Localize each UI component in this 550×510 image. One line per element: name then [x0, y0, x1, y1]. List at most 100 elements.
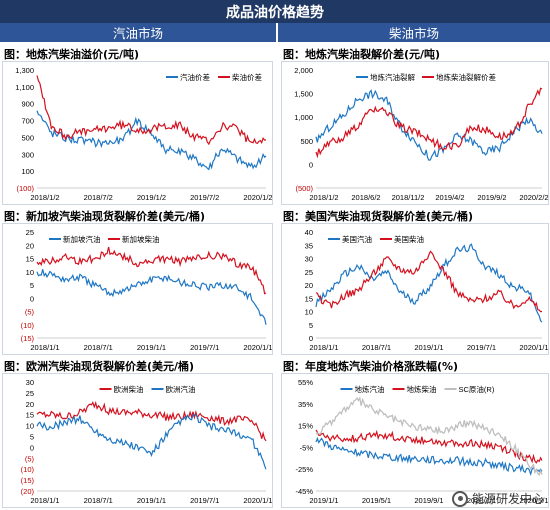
y-tick-label: 5: [30, 281, 34, 290]
chart-title: 图：年度地炼汽柴油价格涨跌幅(%): [283, 360, 459, 373]
x-tick-label: 2019/9/1: [414, 496, 443, 505]
y-tick-label: (15): [21, 476, 35, 485]
series-line-0: [36, 400, 267, 442]
y-tick-label: -25%: [295, 465, 313, 474]
y-tick-label: 5: [309, 321, 313, 330]
y-tick-label: 25: [26, 389, 34, 398]
series-line-1: [36, 246, 267, 295]
legend-label: 新加坡汽油: [63, 234, 101, 244]
y-tick-label: -45%: [295, 487, 313, 496]
legend-label: SC原油(R): [459, 384, 495, 394]
legend-label: 欧洲柴油: [114, 384, 144, 394]
legend-label: 汽油价差: [180, 72, 210, 82]
x-tick-label: 2020/1/1: [243, 496, 272, 505]
x-tick-label: 2018/1/1: [30, 496, 59, 505]
y-tick-label: 0: [309, 160, 313, 169]
chart-title: 图：新加坡汽柴油现货裂解价差(美元/桶): [4, 210, 206, 223]
y-tick-label: 500: [300, 137, 313, 146]
y-tick-label: 500: [21, 133, 34, 142]
x-tick-label: 2018/1/2: [30, 193, 59, 202]
y-tick-label: 30: [305, 255, 313, 264]
series-line-0: [315, 436, 543, 477]
legend-label: 柴油价差: [232, 72, 262, 82]
legend-label: 新加坡柴油: [122, 234, 160, 244]
x-tick-label: 2018/7/2: [84, 193, 113, 202]
x-tick-label: 2020/1/1: [243, 343, 272, 352]
y-tick-label: 10: [26, 422, 34, 431]
x-tick-label: 2019/1/1: [414, 343, 443, 352]
panel-europe-crack: 图：欧洲汽柴油现货裂解价差(美元/桶) 30 25 20 15 10 5 0 (5) (10) (…: [2, 358, 273, 508]
series-line-2: [315, 396, 543, 477]
series-line-1: [315, 87, 543, 159]
x-tick-label: 2019/7/1: [190, 343, 219, 352]
y-tick-label: (5): [25, 308, 35, 317]
y-tick-label: 40: [305, 228, 313, 237]
y-tick-label: (10): [21, 465, 35, 474]
x-tick-label: 2020/2/2: [519, 193, 548, 202]
y-tick-label: (15): [21, 334, 35, 343]
y-tick-label: 35: [305, 241, 313, 250]
chart-title: 图：欧洲汽柴油现货裂解价差(美元/桶): [4, 360, 195, 373]
y-tick-label: 2,000: [294, 66, 313, 75]
refinery-crack-chart: 2,000 1,500 1,000 500 0 (500)2018/1/2 2018/6/2…: [281, 61, 549, 205]
y-tick-label: 0: [30, 443, 34, 452]
series-line-1: [315, 429, 543, 464]
legend-label: 地炼柴油裂解价差: [436, 72, 496, 82]
y-tick-label: 20: [305, 281, 313, 290]
diesel-market-header: 柴油市场: [278, 23, 550, 42]
watermark: 能源研发中心: [451, 490, 544, 507]
y-tick-label: 35%: [298, 400, 313, 409]
y-tick-label: 1,500: [294, 90, 313, 99]
legend-label: 地炼柴油: [407, 384, 437, 394]
y-tick-label: (500): [295, 184, 313, 193]
y-tick-label: 5: [30, 433, 34, 442]
y-tick-label: 25: [305, 268, 313, 277]
y-tick-label: 1,000: [294, 113, 313, 122]
series-line-0: [315, 243, 543, 323]
legend-label: 地炼汽油裂解: [370, 72, 415, 82]
chart-title: 图：美国汽柴油现货裂解价差(美元/桶): [283, 210, 474, 223]
series-line-1: [315, 250, 543, 313]
chart-title: 图：地炼汽柴油裂解价差(元/吨): [283, 48, 441, 61]
y-tick-label: 100: [21, 167, 34, 176]
y-tick-label: 1,100: [15, 83, 34, 92]
y-tick-label: -5%: [300, 443, 314, 452]
x-tick-label: 2019/1/1: [137, 496, 166, 505]
y-tick-label: 0: [309, 334, 313, 343]
y-tick-label: 0: [30, 294, 34, 303]
x-tick-label: 2018/7/1: [84, 496, 113, 505]
legend-label: 地炼汽油: [355, 384, 385, 394]
y-tick-label: 900: [21, 100, 34, 109]
y-tick-label: 30: [26, 378, 34, 387]
y-tick-label: 300: [21, 150, 34, 159]
europe-crack-chart: 30 25 20 15 10 50 (5) (10) (15) (20)2018/1/1 2018/…: [2, 373, 273, 508]
x-tick-label: 2019/1/1: [137, 343, 166, 352]
watermark-text: 能源研发中心: [471, 492, 544, 506]
panel-annual-change: 图：年度地炼汽柴油价格涨跌幅(%) 55% 35% 15% -5% -25% -45% 20…: [281, 358, 550, 508]
series-line-1: [36, 75, 266, 146]
series-line-0: [315, 89, 543, 162]
x-tick-label: 2019/5/1: [362, 496, 391, 505]
panel-refinery-crack: 图：地炼汽柴油裂解价差(元/吨) 2,000 1,500 1,000 500 0 (500…: [281, 46, 550, 205]
x-tick-label: 2020/1/1: [467, 496, 496, 505]
x-tick-label: 2020/1/2: [243, 193, 272, 202]
x-tick-label: 2018/7/1: [362, 343, 391, 352]
y-tick-label: 700: [21, 117, 34, 126]
x-tick-label: 2018/7/1: [84, 343, 113, 352]
singapore-crack-chart: 25 20 15 10 5 0 (5) (10) (15)2018/1/1 2018/7/1 201…: [2, 223, 273, 355]
y-tick-label: (5): [25, 454, 35, 463]
x-tick-label: 2020/1/1: [519, 343, 548, 352]
y-tick-label: 55%: [298, 378, 313, 387]
legend-label: 美国汽油: [342, 234, 372, 244]
panel-us-crack: 图：美国汽柴油现货裂解价差(美元/桶) 40 35 30 25 20 15 10 5 0 2018…: [281, 208, 550, 355]
column-divider: [276, 23, 278, 510]
series-line-0: [36, 110, 267, 171]
x-tick-label: 2018/6/2: [351, 193, 380, 202]
series-line-1: [36, 414, 267, 470]
y-tick-label: 10: [26, 268, 34, 277]
gasoline-market-header: 汽油市场: [0, 23, 276, 42]
x-tick-label: 2020/5/1: [519, 496, 548, 505]
y-tick-label: (20): [21, 487, 35, 496]
x-tick-label: 2018/1/1: [309, 343, 338, 352]
